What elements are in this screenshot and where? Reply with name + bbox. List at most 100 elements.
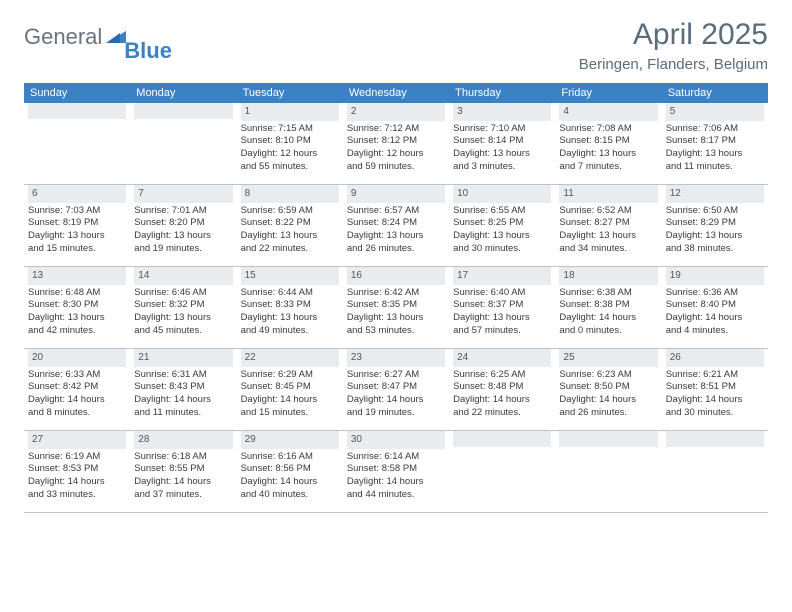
week-row: 20Sunrise: 6:33 AMSunset: 8:42 PMDayligh…	[24, 349, 768, 431]
day-detail: Sunset: 8:37 PM	[453, 299, 551, 312]
day-cell: 27Sunrise: 6:19 AMSunset: 8:53 PMDayligh…	[24, 431, 130, 512]
day-cell: 20Sunrise: 6:33 AMSunset: 8:42 PMDayligh…	[24, 349, 130, 430]
day-detail: Sunrise: 6:14 AM	[347, 451, 445, 464]
day-detail: Daylight: 13 hours	[347, 230, 445, 243]
day-cell	[130, 103, 236, 184]
logo-word1: General	[24, 24, 102, 50]
day-detail: and 7 minutes.	[559, 161, 657, 174]
day-detail: Sunset: 8:29 PM	[666, 217, 764, 230]
day-cell: 16Sunrise: 6:42 AMSunset: 8:35 PMDayligh…	[343, 267, 449, 348]
day-cell	[555, 431, 661, 512]
day-detail: Sunrise: 7:03 AM	[28, 205, 126, 218]
day-number: 14	[134, 267, 232, 285]
day-detail: Sunset: 8:55 PM	[134, 463, 232, 476]
day-number: 25	[559, 349, 657, 367]
week-row: 6 Sunrise: 7:03 AMSunset: 8:19 PM Daylight…	[24, 185, 768, 267]
day-detail: Daylight: 13 hours	[453, 230, 551, 243]
day-cell: 8Sunrise: 6:59 AMSunset: 8:22 PMDaylight…	[237, 185, 343, 266]
title-block: April 2025 Beringen, Flanders, Belgium	[579, 18, 768, 73]
day-number: 6	[28, 185, 126, 203]
day-detail: Sunset: 8:42 PM	[28, 381, 126, 394]
day-cell: 29Sunrise: 6:16 AMSunset: 8:56 PMDayligh…	[237, 431, 343, 512]
day-detail: and 37 minutes.	[134, 489, 232, 502]
day-detail: Sunrise: 7:08 AM	[559, 123, 657, 136]
day-detail: and 53 minutes.	[347, 325, 445, 338]
day-detail: Sunset: 8:32 PM	[134, 299, 232, 312]
day-detail: Daylight: 14 hours	[347, 394, 445, 407]
weekday-header: Wednesday	[343, 83, 449, 103]
day-detail: and 3 minutes.	[453, 161, 551, 174]
day-detail: Daylight: 13 hours	[134, 230, 232, 243]
day-detail: Sunrise: 6:55 AM	[453, 205, 551, 218]
day-detail: Sunset: 8:19 PM	[28, 217, 126, 230]
day-detail: Daylight: 13 hours	[241, 230, 339, 243]
day-number: 8	[241, 185, 339, 203]
calendar: SundayMondayTuesdayWednesdayThursdayFrid…	[24, 83, 768, 513]
day-detail: Sunset: 8:27 PM	[559, 217, 657, 230]
day-detail: Sunrise: 7:06 AM	[666, 123, 764, 136]
day-detail: Sunrise: 6:46 AM	[134, 287, 232, 300]
day-detail: Sunrise: 6:52 AM	[559, 205, 657, 218]
day-detail: Sunrise: 6:50 AM	[666, 205, 764, 218]
day-detail: Sunrise: 6:36 AM	[666, 287, 764, 300]
day-number: 17	[453, 267, 551, 285]
day-cell: 2Sunrise: 7:12 AMSunset: 8:12 PMDaylight…	[343, 103, 449, 184]
day-detail: Daylight: 12 hours	[347, 148, 445, 161]
day-detail: Daylight: 14 hours	[241, 476, 339, 489]
day-number: 10	[453, 185, 551, 203]
day-number: 27	[28, 431, 126, 449]
day-detail: Sunset: 8:51 PM	[666, 381, 764, 394]
day-number: 3	[453, 103, 551, 121]
empty-day	[453, 431, 551, 447]
day-cell: 12Sunrise: 6:50 AMSunset: 8:29 PMDayligh…	[662, 185, 768, 266]
logo: General Blue	[24, 24, 178, 50]
day-detail: and 11 minutes.	[666, 161, 764, 174]
day-detail: Sunrise: 6:29 AM	[241, 369, 339, 382]
day-detail: Sunset: 8:17 PM	[666, 135, 764, 148]
day-cell: 18Sunrise: 6:38 AMSunset: 8:38 PMDayligh…	[555, 267, 661, 348]
day-detail: and 33 minutes.	[28, 489, 126, 502]
day-detail: Sunrise: 6:23 AM	[559, 369, 657, 382]
weeks-container: 1Sunrise: 7:15 AMSunset: 8:10 PMDaylight…	[24, 103, 768, 513]
day-detail: Sunrise: 6:16 AM	[241, 451, 339, 464]
day-detail: Sunrise: 6:59 AM	[241, 205, 339, 218]
day-detail: Sunset: 8:33 PM	[241, 299, 339, 312]
day-cell: 28Sunrise: 6:18 AMSunset: 8:55 PMDayligh…	[130, 431, 236, 512]
weekday-header: Monday	[130, 83, 236, 103]
day-detail: Sunrise: 6:25 AM	[453, 369, 551, 382]
day-detail: and 0 minutes.	[559, 325, 657, 338]
day-detail: and 59 minutes.	[347, 161, 445, 174]
day-detail: Sunrise: 7:12 AM	[347, 123, 445, 136]
day-detail: and 38 minutes.	[666, 243, 764, 256]
day-number: 30	[347, 431, 445, 449]
day-number: 19	[666, 267, 764, 285]
day-detail: Sunrise: 6:48 AM	[28, 287, 126, 300]
day-detail: Daylight: 13 hours	[241, 312, 339, 325]
day-cell: 30 Sunrise: 6:14 AMSunset: 8:58 PMDayligh…	[343, 431, 449, 512]
day-detail: and 30 minutes.	[453, 243, 551, 256]
day-number: 20	[28, 349, 126, 367]
day-detail: Sunset: 8:53 PM	[28, 463, 126, 476]
day-detail: and 22 minutes.	[241, 243, 339, 256]
day-cell: 19Sunrise: 6:36 AMSunset: 8:40 PMDayligh…	[662, 267, 768, 348]
day-number: 15	[241, 267, 339, 285]
day-detail: Daylight: 14 hours	[453, 394, 551, 407]
day-cell: 1Sunrise: 7:15 AMSunset: 8:10 PMDaylight…	[237, 103, 343, 184]
day-detail: and 8 minutes.	[28, 407, 126, 420]
header: General Blue April 2025 Beringen, Flande…	[24, 18, 768, 73]
day-cell: 14Sunrise: 6:46 AMSunset: 8:32 PMDayligh…	[130, 267, 236, 348]
day-detail: Sunset: 8:14 PM	[453, 135, 551, 148]
day-detail: Sunset: 8:45 PM	[241, 381, 339, 394]
day-cell: 17Sunrise: 6:40 AMSunset: 8:37 PMDayligh…	[449, 267, 555, 348]
day-detail: Sunset: 8:15 PM	[559, 135, 657, 148]
day-detail: and 15 minutes.	[241, 407, 339, 420]
day-number: 21	[134, 349, 232, 367]
day-detail: Sunrise: 6:44 AM	[241, 287, 339, 300]
day-cell: 25Sunrise: 6:23 AMSunset: 8:50 PMDayligh…	[555, 349, 661, 430]
day-detail: Sunrise: 6:31 AM	[134, 369, 232, 382]
day-detail: Daylight: 14 hours	[347, 476, 445, 489]
day-detail: Sunset: 8:58 PM	[347, 463, 445, 476]
day-detail: Daylight: 13 hours	[559, 148, 657, 161]
day-detail: Daylight: 13 hours	[28, 312, 126, 325]
day-detail: Daylight: 14 hours	[134, 476, 232, 489]
